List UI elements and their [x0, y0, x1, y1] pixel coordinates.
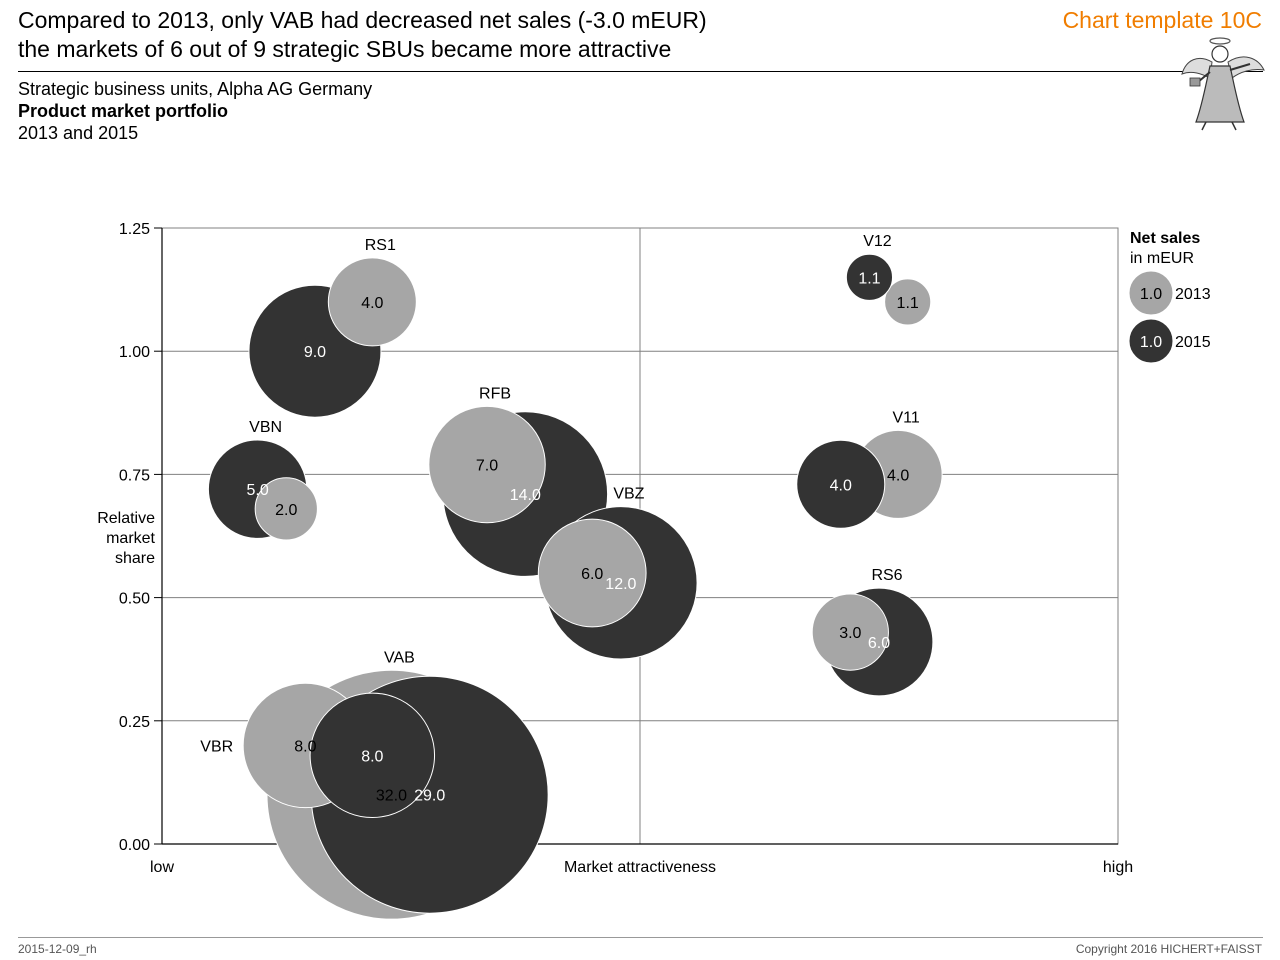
bubble-value-v12-2013: 1.1	[897, 295, 919, 312]
unit-label-vab: VAB	[384, 649, 415, 666]
bubble-value-vbn-2015: 5.0	[246, 482, 268, 499]
title-divider	[18, 71, 1263, 72]
template-label: Chart template 10C	[1062, 7, 1262, 33]
legend-sample-value: 1.0	[1140, 286, 1162, 303]
bubble-value-vbr-2015: 8.0	[361, 748, 383, 765]
y-tick-label: 1.00	[119, 344, 150, 361]
y-tick-label: 0.75	[119, 467, 150, 484]
bubble-vbr-2015	[309, 692, 436, 819]
y-tick-label: 0.25	[119, 714, 150, 731]
bubble-value-rs6-2015: 6.0	[868, 635, 890, 652]
headline: Compared to 2013, only VAB had decreased…	[18, 6, 707, 64]
bubble-value-v11-2015: 4.0	[830, 477, 852, 494]
bubble-rfb-2013	[428, 405, 546, 524]
x-high-label: high	[1103, 859, 1133, 876]
x-low-label: low	[150, 859, 174, 876]
subtitle-period: 2013 and 2015	[18, 123, 139, 143]
headline-line-1: Compared to 2013, only VAB had decreased…	[18, 7, 707, 33]
bubble-rs1-2013	[327, 257, 417, 347]
legend-swatch-2013	[1128, 270, 1174, 316]
unit-label-rfb: RFB	[479, 385, 511, 402]
x-axis-title: Market attractiveness	[564, 859, 716, 876]
bubble-value-vbr-2013: 8.0	[294, 738, 316, 755]
legend-sample-value: 1.0	[1140, 334, 1162, 351]
bubble-value-vbz-2013: 6.0	[581, 566, 603, 583]
unit-label-vbn: VBN	[249, 419, 282, 436]
y-tick-label: 1.25	[119, 221, 150, 238]
bubble-v12-2013	[884, 278, 932, 326]
bubble-v12-2015	[845, 253, 894, 301]
bubble-value-vbn-2013: 2.0	[275, 502, 297, 519]
footer-copyright: Copyright 2016 HICHERT+FAISST	[1075, 942, 1262, 956]
unit-label-v12: V12	[863, 233, 892, 250]
bubble-value-vab-2015: 29.0	[414, 788, 445, 805]
angel-logo-icon	[1181, 37, 1265, 131]
bubble-value-rs1-2015: 9.0	[304, 344, 326, 361]
bubble-vbn-2013	[254, 477, 318, 541]
unit-label-vbz: VBZ	[613, 486, 644, 503]
unit-label-vbr: VBR	[200, 738, 233, 755]
bubble-value-rfb-2013: 7.0	[476, 458, 498, 475]
bubbles	[207, 253, 943, 920]
legend-entry-2013: 2013	[1175, 286, 1211, 303]
unit-label-rs6: RS6	[871, 567, 902, 584]
subtitle-measure: Product market portfolio	[18, 101, 229, 121]
bubble-value-v12-2015: 1.1	[858, 270, 880, 287]
bubble-value-vab-2013: 32.0	[376, 788, 407, 805]
bubble-v11-2015	[796, 439, 886, 529]
legend-swatch-2015	[1128, 318, 1174, 364]
portfolio-bubble-chart: 0.00 0.25 0.50 0.75 1.00 1.25 low Market attrac…	[97, 221, 1211, 920]
footer-date: 2015-12-09_rh	[18, 942, 97, 956]
axes: 0.00 0.25 0.50 0.75 1.00 1.25 low Market attrac…	[97, 221, 1133, 876]
headline-line-2: the markets of 6 out of 9 strategic SBUs…	[18, 36, 672, 62]
bubble-value-v11-2013: 4.0	[887, 467, 909, 484]
bubble-vbz-2013	[537, 518, 647, 628]
legend-unit: in mEUR	[1130, 250, 1194, 267]
bubble-value-rs1-2013: 4.0	[361, 295, 383, 312]
bubble-value-rs6-2013: 3.0	[839, 625, 861, 642]
bubble-value-vbz-2015: 12.0	[605, 576, 636, 593]
legend-title: Net sales	[1130, 230, 1200, 247]
y-tick-label: 0.50	[119, 591, 150, 608]
legend-entry-2015: 2015	[1175, 334, 1211, 351]
subtitle: Strategic business units, Alpha AG Germa…	[18, 78, 372, 144]
subtitle-entity: Strategic business units, Alpha AG Germa…	[18, 79, 373, 99]
footer-divider	[18, 937, 1263, 938]
unit-label-v11: V11	[892, 409, 919, 426]
unit-label-rs1: RS1	[365, 237, 396, 254]
y-axis-title: Relative market share	[97, 510, 155, 567]
bubble-labels: 32.0 29.0 14.0 12.0 9.0 8.0 8.0 7.0 6.0 6.0 5.0 4.0…	[200, 233, 920, 805]
y-tick-label: 0.00	[119, 837, 150, 854]
bubble-value-rfb-2015: 14.0	[510, 487, 541, 504]
bubble-rs6-2013	[811, 593, 889, 671]
legend: Net sales in mEUR 1.0 2013 1.0 2015	[1128, 230, 1211, 364]
